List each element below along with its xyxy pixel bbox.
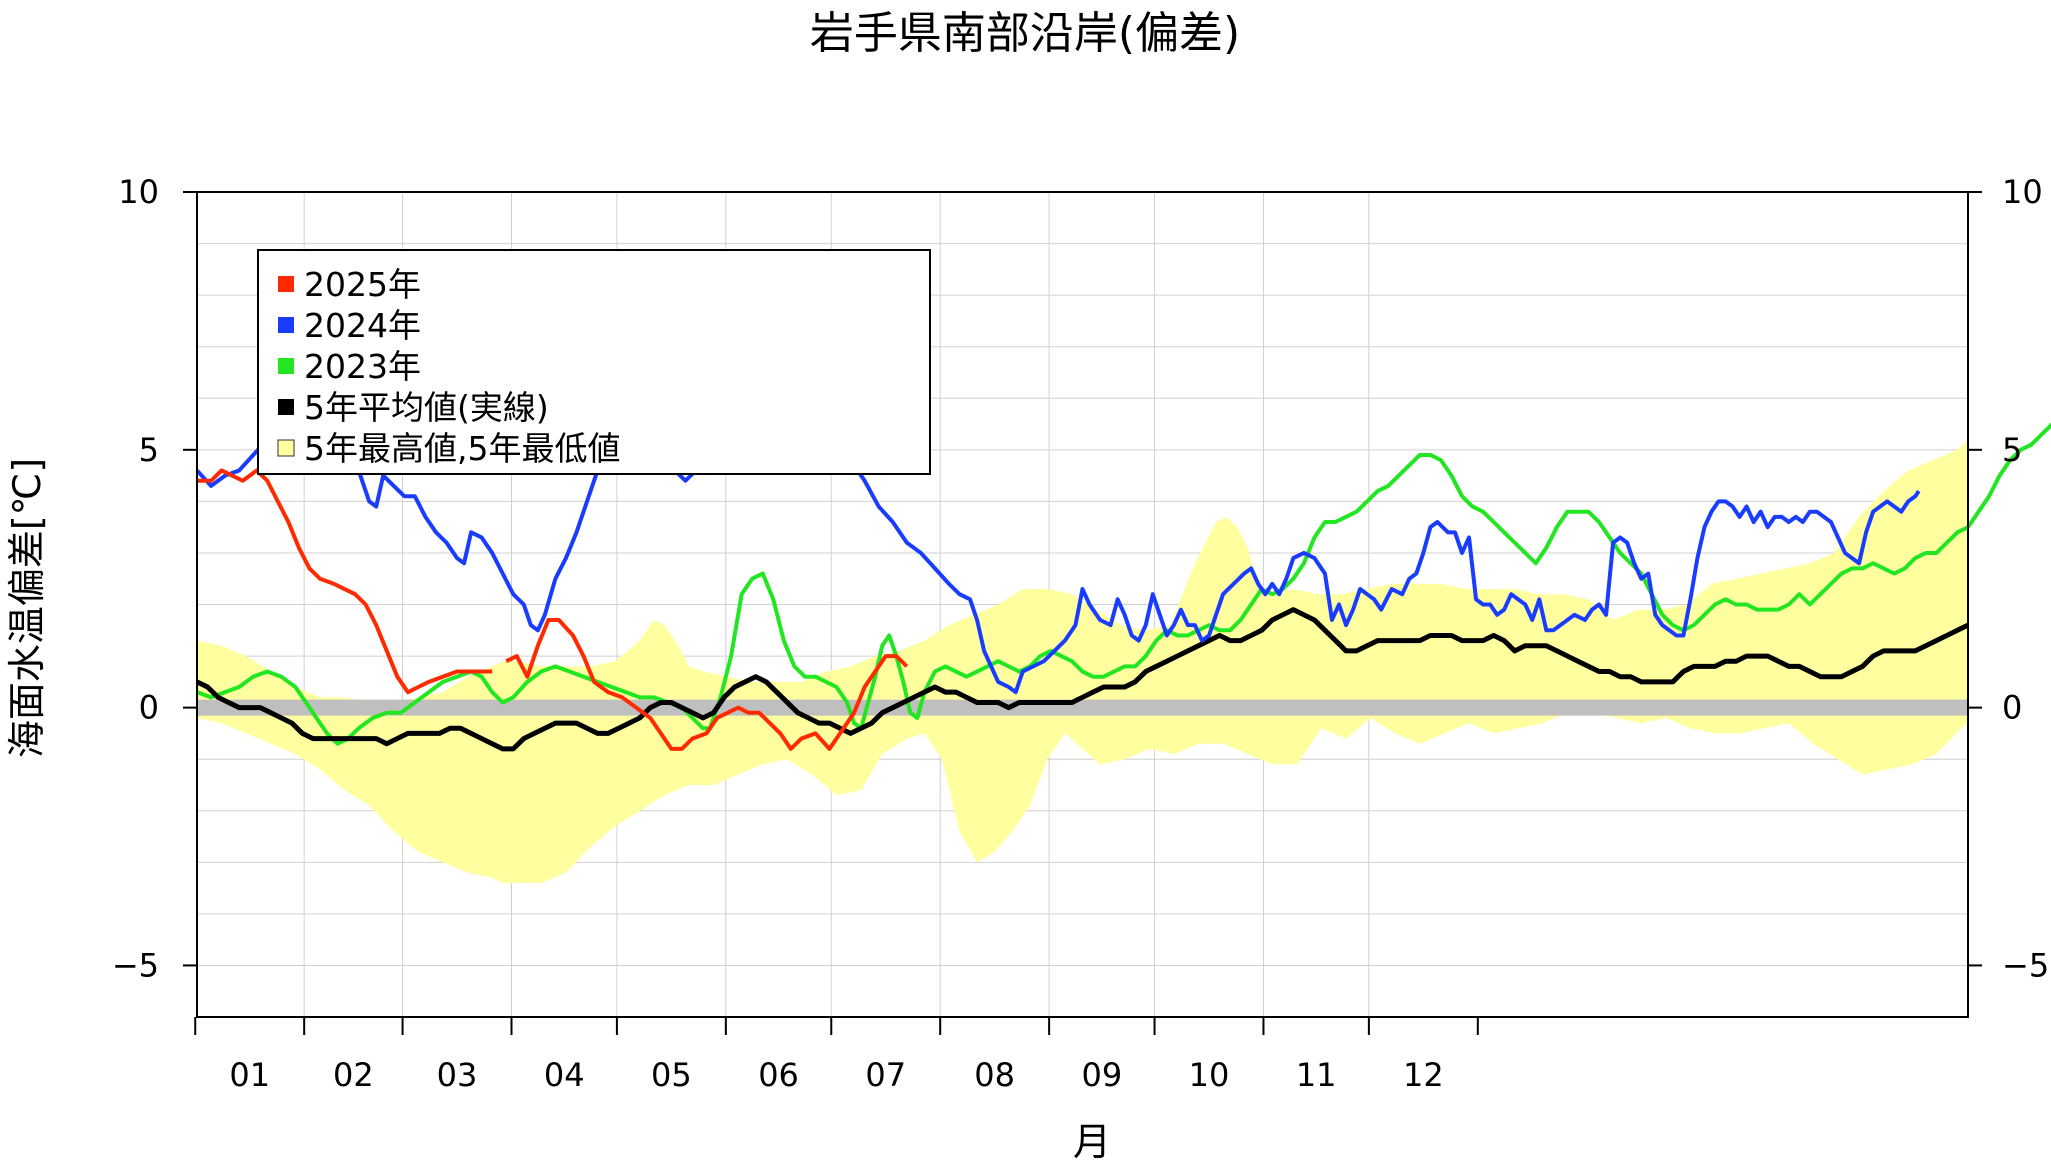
series-line-y2023 — [196, 422, 2051, 746]
y-tick-label-right: 5 — [2002, 431, 2022, 469]
x-tick-label: 01 — [229, 1056, 270, 1094]
legend-swatch-band — [277, 439, 295, 457]
x-tick-label: 07 — [865, 1056, 906, 1094]
x-tick-label: 04 — [544, 1056, 585, 1094]
x-tick-label: 10 — [1189, 1056, 1230, 1094]
y-tick-label-right: −5 — [2002, 946, 2049, 984]
x-tick-label: 05 — [651, 1056, 692, 1094]
series-line-avg — [195, 607, 1970, 752]
x-tick-label: 03 — [437, 1056, 478, 1094]
x-tick-label: 02 — [333, 1056, 374, 1094]
y-tick-label-left: 0 — [139, 689, 159, 727]
x-tick-label: 08 — [974, 1056, 1015, 1094]
legend-label-y2023: 2023年 — [304, 347, 421, 386]
y-tick-label-right: 10 — [2002, 173, 2043, 211]
plot-frame — [196, 191, 1969, 1018]
y-tick-label-right: 0 — [2002, 689, 2022, 727]
y-tick-label-left: 10 — [118, 173, 159, 211]
legend-label-avg: 5年平均値(実線) — [304, 388, 549, 427]
x-tick-label: 11 — [1296, 1056, 1337, 1094]
x-tick-label: 06 — [758, 1056, 799, 1094]
legend-swatch-avg — [278, 399, 294, 415]
legend-label-y2024: 2024年 — [304, 306, 421, 345]
y-axis-label: 海面水温偏差[℃] — [5, 458, 49, 758]
y-tick-label-left: −5 — [112, 946, 159, 984]
legend-label-band: 5年最高値,5年最低値 — [304, 429, 620, 468]
series-line-y2025-segment-2 — [505, 617, 909, 751]
x-axis-label: 月 — [1073, 1120, 1111, 1164]
series-line-y2025-segment-1 — [197, 468, 493, 695]
legend-swatch-y2025 — [278, 276, 294, 292]
chart-title: 岩手県南部沿岸(偏差) — [810, 8, 1240, 59]
five-year-max-min-band — [197, 439, 1968, 883]
x-tick-label: 09 — [1081, 1056, 1122, 1094]
y-tick-label-left: 5 — [139, 431, 159, 469]
legend-swatch-y2023 — [278, 358, 294, 374]
legend-label-y2025: 2025年 — [304, 265, 421, 304]
legend-swatch-y2024 — [278, 317, 294, 333]
x-tick-label: 12 — [1403, 1056, 1444, 1094]
series-line-y2024 — [195, 401, 1921, 695]
legend-box — [257, 249, 931, 475]
